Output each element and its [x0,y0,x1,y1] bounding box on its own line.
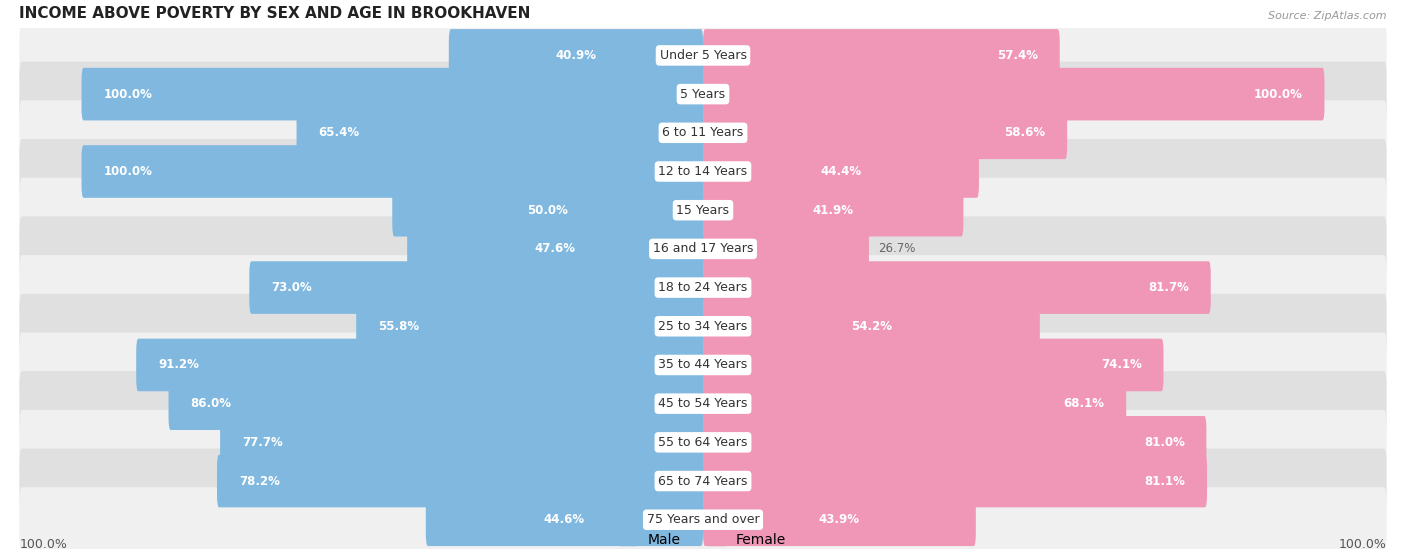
FancyBboxPatch shape [82,68,703,120]
Text: 81.1%: 81.1% [1144,475,1185,487]
Text: 57.4%: 57.4% [997,49,1038,62]
FancyBboxPatch shape [20,255,1386,320]
Text: 100.0%: 100.0% [103,88,152,101]
FancyBboxPatch shape [356,300,703,353]
FancyBboxPatch shape [703,494,976,546]
Text: 81.7%: 81.7% [1149,281,1189,294]
FancyBboxPatch shape [703,454,1206,508]
FancyBboxPatch shape [20,448,1386,514]
FancyBboxPatch shape [449,29,703,82]
Text: INCOME ABOVE POVERTY BY SEX AND AGE IN BROOKHAVEN: INCOME ABOVE POVERTY BY SEX AND AGE IN B… [20,6,530,21]
FancyBboxPatch shape [703,222,869,275]
Text: 100.0%: 100.0% [20,538,67,551]
Text: 100.0%: 100.0% [1254,88,1303,101]
FancyBboxPatch shape [703,29,1060,82]
Text: 55.8%: 55.8% [378,320,419,333]
Text: 40.9%: 40.9% [555,49,596,62]
FancyBboxPatch shape [20,294,1386,359]
FancyBboxPatch shape [703,107,1067,159]
Text: 78.2%: 78.2% [239,475,280,487]
FancyBboxPatch shape [20,216,1386,281]
FancyBboxPatch shape [20,139,1386,204]
Text: 15 Years: 15 Years [676,203,730,217]
Text: 54.2%: 54.2% [851,320,891,333]
FancyBboxPatch shape [408,222,703,275]
Text: 44.6%: 44.6% [544,513,585,526]
Text: 91.2%: 91.2% [157,358,198,372]
Text: 35 to 44 Years: 35 to 44 Years [658,358,748,372]
FancyBboxPatch shape [20,410,1386,475]
FancyBboxPatch shape [20,487,1386,552]
FancyBboxPatch shape [297,107,703,159]
Text: Under 5 Years: Under 5 Years [659,49,747,62]
FancyBboxPatch shape [426,494,703,546]
Text: 50.0%: 50.0% [527,203,568,217]
Text: 26.7%: 26.7% [879,243,915,255]
Text: 100.0%: 100.0% [103,165,152,178]
Text: 58.6%: 58.6% [1004,126,1046,139]
FancyBboxPatch shape [20,23,1386,88]
Text: 81.0%: 81.0% [1143,436,1185,449]
Text: 74.1%: 74.1% [1101,358,1142,372]
FancyBboxPatch shape [703,416,1206,468]
FancyBboxPatch shape [82,145,703,198]
FancyBboxPatch shape [20,61,1386,127]
Text: 43.9%: 43.9% [818,513,860,526]
Text: Source: ZipAtlas.com: Source: ZipAtlas.com [1268,11,1386,21]
Text: 86.0%: 86.0% [190,397,231,410]
FancyBboxPatch shape [703,261,1211,314]
Text: 5 Years: 5 Years [681,88,725,101]
FancyBboxPatch shape [703,68,1324,120]
FancyBboxPatch shape [392,184,703,236]
FancyBboxPatch shape [136,339,703,391]
Text: 45 to 54 Years: 45 to 54 Years [658,397,748,410]
Text: 68.1%: 68.1% [1063,397,1105,410]
Text: 100.0%: 100.0% [1339,538,1386,551]
Text: 47.6%: 47.6% [534,243,575,255]
Text: 44.4%: 44.4% [821,165,862,178]
FancyBboxPatch shape [221,416,703,468]
FancyBboxPatch shape [703,377,1126,430]
Text: 77.7%: 77.7% [242,436,283,449]
Text: 65.4%: 65.4% [318,126,360,139]
FancyBboxPatch shape [20,333,1386,397]
FancyBboxPatch shape [249,261,703,314]
Legend: Male, Female: Male, Female [620,533,786,547]
Text: 55 to 64 Years: 55 to 64 Years [658,436,748,449]
Text: 6 to 11 Years: 6 to 11 Years [662,126,744,139]
FancyBboxPatch shape [703,300,1040,353]
Text: 65 to 74 Years: 65 to 74 Years [658,475,748,487]
FancyBboxPatch shape [703,339,1164,391]
FancyBboxPatch shape [703,184,963,236]
Text: 75 Years and over: 75 Years and over [647,513,759,526]
FancyBboxPatch shape [20,100,1386,165]
Text: 73.0%: 73.0% [271,281,312,294]
FancyBboxPatch shape [20,178,1386,243]
Text: 12 to 14 Years: 12 to 14 Years [658,165,748,178]
Text: 41.9%: 41.9% [813,203,853,217]
Text: 25 to 34 Years: 25 to 34 Years [658,320,748,333]
Text: 16 and 17 Years: 16 and 17 Years [652,243,754,255]
Text: 18 to 24 Years: 18 to 24 Years [658,281,748,294]
FancyBboxPatch shape [217,454,703,508]
FancyBboxPatch shape [703,145,979,198]
FancyBboxPatch shape [169,377,703,430]
FancyBboxPatch shape [20,371,1386,436]
